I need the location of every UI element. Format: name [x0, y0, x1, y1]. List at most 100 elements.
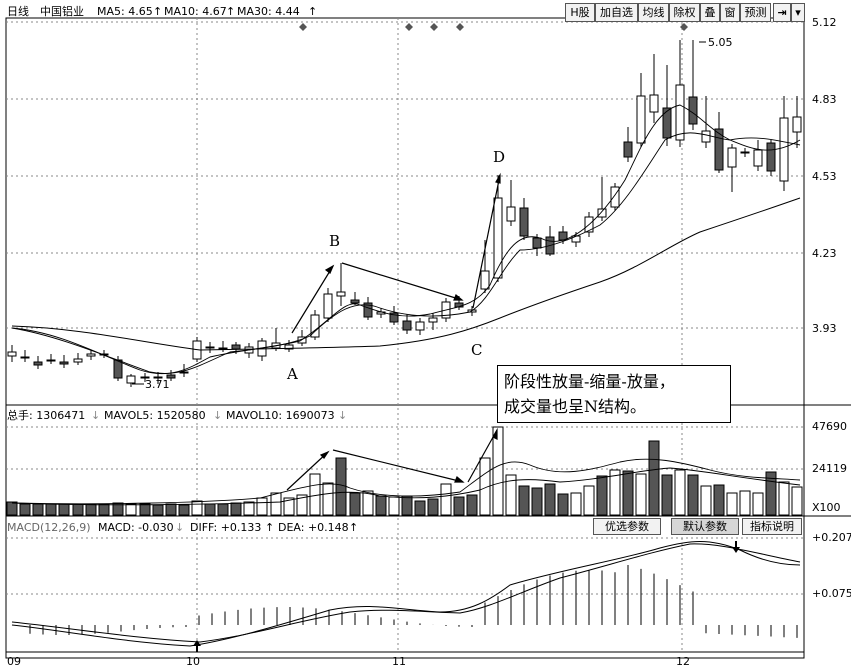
volume-bar [505, 474, 517, 516]
volume-bar [19, 503, 31, 516]
volume-bar [427, 498, 439, 516]
volume-bar [778, 481, 790, 516]
toolbar-dropdown-icon[interactable]: ▾ [791, 3, 805, 22]
candle-body [323, 293, 333, 319]
candle-body [662, 107, 672, 139]
volume-bar [687, 474, 699, 516]
date-axis-label: 10 [186, 655, 200, 668]
candle-body [493, 197, 503, 279]
candle-body [428, 317, 438, 323]
toolbar-ma-button[interactable]: 均线 [638, 3, 669, 22]
macd-line [11, 541, 801, 647]
volume-bar [45, 503, 57, 516]
signal-diamond [680, 23, 688, 31]
volume-bar [453, 496, 465, 516]
macd-optimized-params-button[interactable]: 优选参数 [593, 518, 661, 535]
candle-body [766, 142, 776, 172]
volume-bar [531, 487, 543, 516]
volume-total-down-arrow-icon: ↓ [91, 409, 101, 422]
macd-down-arrow-icon: ↓ [175, 521, 185, 534]
signal-diamond [405, 23, 413, 31]
low-price-label: 3.71 [145, 378, 170, 391]
candle-body [740, 151, 750, 154]
date-axis-label: 12 [676, 655, 690, 668]
ma30-value: MA30: 4.44 [237, 5, 300, 18]
volume-bar [58, 503, 70, 516]
volume-unit-label: X100 [812, 501, 841, 514]
toolbar-forecast-button[interactable]: 预测 [740, 3, 771, 22]
ma30-up-arrow-icon: ↑ [308, 5, 318, 18]
volume-bars [6, 426, 803, 516]
dea-value: DEA: +0.148 [278, 521, 349, 534]
volume-bar [270, 492, 282, 516]
volume-bar [492, 426, 504, 516]
mavol5-label: MAVOL5: 1520580 [104, 409, 206, 422]
volume-bar [661, 474, 673, 516]
volume-bar [609, 469, 621, 516]
candle-body [140, 376, 150, 379]
volume-total-label: 总手: 1306471 [7, 409, 86, 422]
date-axis-label: 09 [7, 655, 21, 668]
candle-body [7, 351, 17, 357]
volume-bar [583, 485, 595, 516]
volume-bar [570, 492, 582, 516]
macd-default-params-button[interactable]: 默认参数 [671, 518, 739, 535]
toolbar-h-share-button[interactable]: H股 [565, 3, 595, 22]
candle-body [636, 95, 646, 144]
toolbar-add-watchlist-button[interactable]: 加自选 [595, 3, 638, 22]
volume-bar [243, 501, 255, 516]
volume-bar [283, 497, 295, 516]
toolbar-overlay-button[interactable]: 叠 [700, 3, 720, 22]
volume-bar [596, 475, 608, 516]
price-axis-label: 4.23 [812, 247, 837, 260]
volume-average-lines [11, 458, 801, 506]
candle-body [166, 374, 176, 379]
candle-body [727, 147, 737, 168]
point-c-label: C [471, 341, 483, 359]
price-axis-label: 4.53 [812, 170, 837, 183]
candle-body [597, 208, 607, 218]
price-n-arrows [291, 172, 501, 334]
candle-body [86, 353, 96, 357]
moving-average-lines [11, 104, 801, 375]
volume-bar [388, 496, 400, 516]
volume-bar [152, 504, 164, 516]
macd-title: MACD(12,26,9) [7, 521, 91, 534]
signal-diamond [299, 23, 307, 31]
macd-lines [11, 541, 801, 647]
toolbar-expand-icon[interactable]: ⇥ [773, 3, 791, 22]
toolbar-exright-button[interactable]: 除权 [669, 3, 700, 22]
volume-axis-label: 47690 [812, 420, 847, 433]
toolbar-window-button[interactable]: 窗 [720, 3, 740, 22]
volume-bar [713, 484, 725, 516]
volume-bar [112, 502, 124, 516]
volume-bar [557, 493, 569, 516]
macd-axis-label: +0.207 [812, 531, 851, 544]
signal-diamond [430, 23, 438, 31]
candle-body [688, 96, 698, 125]
volume-bar [635, 473, 647, 516]
stock-name: 中国铝业 [40, 5, 84, 18]
ma5-value: MA5: 4.65 [97, 5, 153, 18]
moving-average-line [11, 104, 801, 375]
volume-bar [125, 503, 137, 516]
volume-bar [309, 473, 321, 516]
candle-body [779, 117, 789, 182]
candle-body [714, 128, 724, 171]
volume-bar [362, 490, 374, 516]
candle-body [675, 84, 685, 141]
volume-bar [791, 486, 803, 516]
candle-body [792, 116, 802, 133]
ma5-up-arrow-icon: ↑ [153, 5, 163, 18]
candle-body [389, 312, 399, 323]
candle-body [415, 321, 425, 331]
volume-bar [466, 494, 478, 516]
candle-body [73, 358, 83, 363]
point-b-label: B [329, 232, 341, 250]
volume-bar [217, 503, 229, 516]
point-a-label: A [287, 365, 298, 383]
macd-indicator-help-button[interactable]: 指标说明 [742, 518, 802, 535]
candle-body [571, 235, 581, 243]
annotation-line-1: 阶段性放量-缩量-放量， [504, 372, 675, 391]
